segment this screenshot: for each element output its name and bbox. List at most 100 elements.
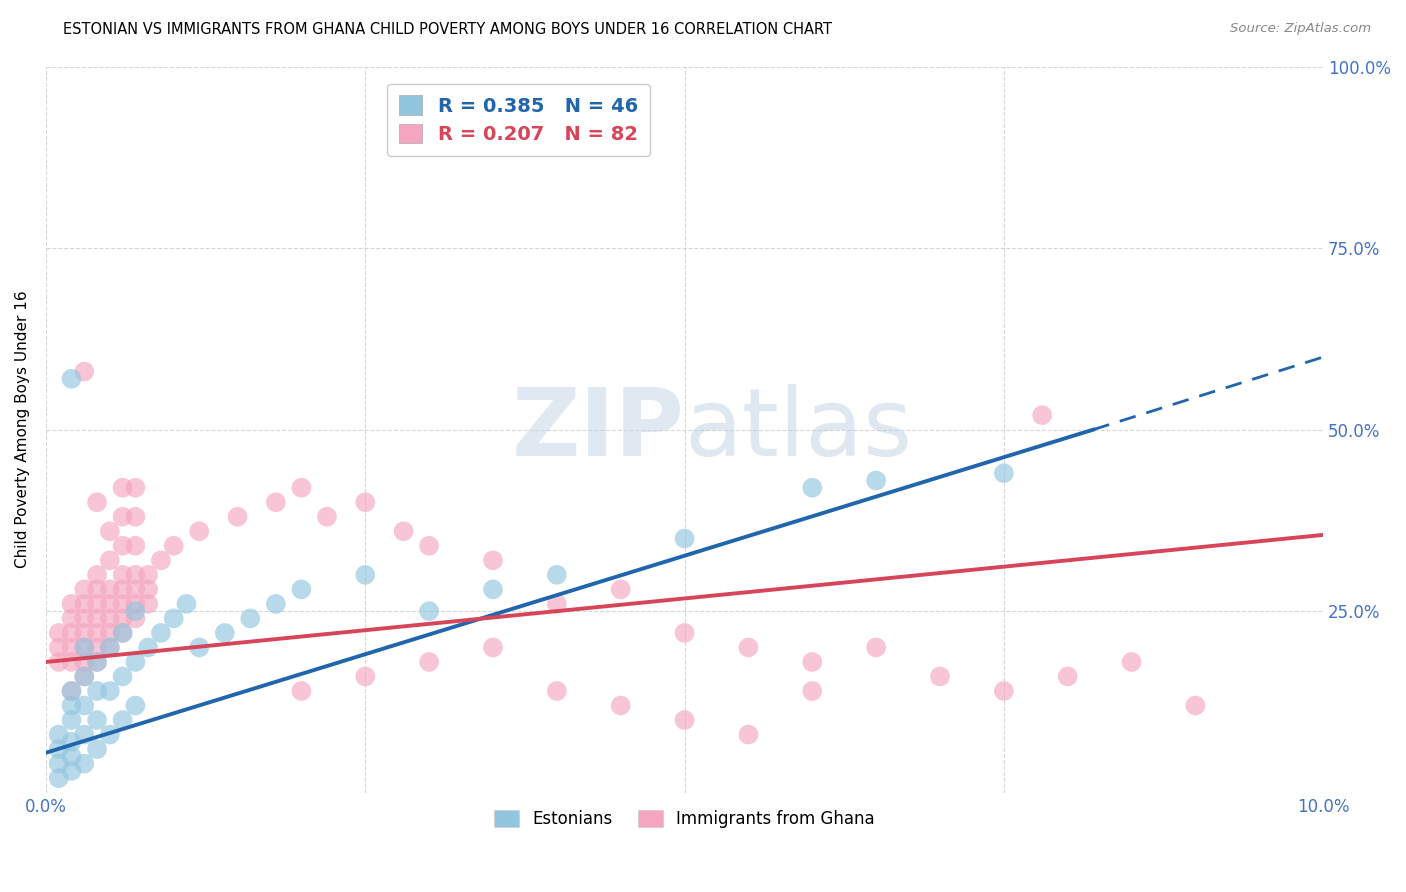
Point (86, 597, 108, 611)
Point (86, 611, 108, 625)
Point (86, 567, 108, 582)
Point (546, 597, 568, 611)
Point (801, 684, 824, 698)
Point (546, 567, 568, 582)
Text: Source: ZipAtlas.com: Source: ZipAtlas.com (1230, 22, 1371, 36)
Point (111, 582, 134, 597)
Point (290, 684, 312, 698)
Point (1031, 408, 1053, 422)
Point (609, 582, 631, 597)
Point (176, 597, 198, 611)
Point (60, 684, 83, 698)
Point (136, 597, 159, 611)
Point (60, 626, 83, 640)
Text: ESTONIAN VS IMMIGRANTS FROM GHANA CHILD POVERTY AMONG BOYS UNDER 16 CORRELATION : ESTONIAN VS IMMIGRANTS FROM GHANA CHILD … (63, 22, 832, 37)
Point (60, 764, 83, 778)
Point (73, 597, 96, 611)
Point (111, 713, 134, 727)
Point (73, 756, 96, 771)
Point (60, 713, 83, 727)
Point (98, 728, 121, 742)
Point (98, 582, 121, 597)
Point (86, 684, 108, 698)
Point (929, 669, 952, 683)
Point (673, 532, 696, 546)
Point (98, 684, 121, 698)
Point (290, 481, 312, 495)
Point (73, 626, 96, 640)
Point (124, 509, 146, 524)
Point (73, 669, 96, 683)
Point (264, 597, 287, 611)
Point (73, 698, 96, 713)
Point (163, 611, 186, 625)
Text: atlas: atlas (685, 384, 912, 475)
Point (48, 728, 70, 742)
Point (111, 626, 134, 640)
Point (48, 742, 70, 756)
Point (264, 495, 287, 509)
Point (73, 655, 96, 669)
Point (149, 553, 172, 567)
Point (290, 582, 312, 597)
Point (239, 611, 262, 625)
Point (993, 466, 1015, 480)
Point (98, 597, 121, 611)
Point (1121, 655, 1143, 669)
Y-axis label: Child Poverty Among Boys Under 16: Child Poverty Among Boys Under 16 (15, 291, 30, 568)
Point (609, 698, 631, 713)
Point (392, 524, 415, 539)
Point (163, 539, 186, 553)
Point (73, 640, 96, 655)
Point (673, 713, 696, 727)
Point (98, 524, 121, 539)
Point (111, 567, 134, 582)
Point (73, 611, 96, 625)
Point (60, 698, 83, 713)
Point (801, 481, 824, 495)
Point (86, 655, 108, 669)
Point (188, 524, 211, 539)
Point (418, 604, 440, 618)
Point (865, 474, 887, 488)
Point (86, 713, 108, 727)
Point (86, 640, 108, 655)
Point (86, 495, 108, 509)
Point (98, 640, 121, 655)
Point (1184, 698, 1206, 713)
Point (60, 684, 83, 698)
Point (124, 481, 146, 495)
Point (418, 655, 440, 669)
Point (124, 597, 146, 611)
Point (48, 655, 70, 669)
Point (73, 669, 96, 683)
Point (546, 684, 568, 698)
Point (98, 553, 121, 567)
Point (60, 597, 83, 611)
Point (316, 509, 339, 524)
Point (124, 611, 146, 625)
Legend: Estonians, Immigrants from Ghana: Estonians, Immigrants from Ghana (488, 804, 882, 835)
Point (354, 669, 377, 683)
Text: ZIP: ZIP (512, 384, 685, 475)
Point (86, 626, 108, 640)
Point (865, 640, 887, 655)
Point (73, 582, 96, 597)
Point (124, 604, 146, 618)
Point (98, 640, 121, 655)
Point (111, 597, 134, 611)
Point (993, 684, 1015, 698)
Point (111, 611, 134, 625)
Point (73, 365, 96, 379)
Point (111, 539, 134, 553)
Point (418, 539, 440, 553)
Point (673, 626, 696, 640)
Point (482, 640, 505, 655)
Point (60, 611, 83, 625)
Point (124, 539, 146, 553)
Point (98, 626, 121, 640)
Point (354, 567, 377, 582)
Point (73, 728, 96, 742)
Point (48, 640, 70, 655)
Point (73, 640, 96, 655)
